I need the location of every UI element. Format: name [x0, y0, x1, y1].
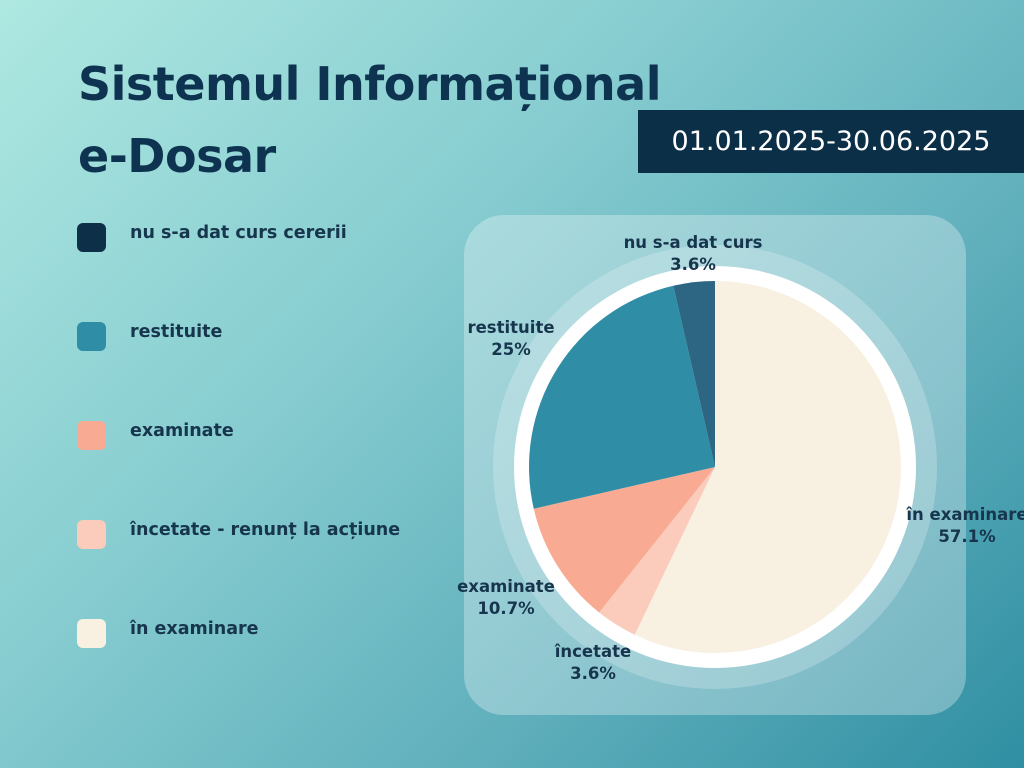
legend-label-incetate: încetate - renunț la acțiune	[130, 520, 401, 540]
legend-item-restituite: restituite	[77, 321, 222, 351]
pie-labels: în examinare 57.1% încetate 3.6% examinate 10…	[457, 233, 1024, 683]
slice-label-value: 3.6%	[570, 664, 616, 683]
legend-item-examinate: examinate	[77, 420, 234, 450]
title-line-2: e-Dosar	[78, 129, 276, 183]
legend-swatch-incetate	[77, 519, 106, 549]
legend-item-nu-s-a-dat-curs: nu s-a dat curs cererii	[77, 222, 347, 252]
legend-swatch-restituite	[77, 321, 106, 351]
title-line-1: Sistemul Informațional	[78, 57, 661, 111]
page-title: Sistemul Informațional e-Dosar	[78, 48, 661, 192]
legend-swatch-nu-s-a-dat-curs	[77, 222, 106, 252]
slice-label-incetate: încetate 3.6%	[554, 642, 631, 683]
slice-label-in-examinare: în examinare 57.1%	[905, 505, 1024, 546]
period-badge: 01.01.2025-30.06.2025	[638, 110, 1024, 173]
slice-label-name: examinate	[457, 577, 555, 596]
legend-label-nu-s-a-dat-curs: nu s-a dat curs cererii	[130, 223, 347, 243]
legend-label-restituite: restituite	[130, 322, 223, 342]
legend-item-incetate: încetate - renunț la acțiune	[77, 519, 400, 549]
slice-label-name: restituite	[467, 318, 554, 337]
pie-slice-examinate	[533, 467, 715, 613]
slice-label-value: 25%	[491, 340, 531, 359]
slice-label-name: încetate	[554, 642, 631, 661]
slice-label-restituite: restituite 25%	[467, 318, 554, 359]
legend-item-in-examinare: în examinare	[77, 618, 259, 648]
period-text: 01.01.2025-30.06.2025	[671, 126, 991, 157]
slice-label-name: în examinare	[905, 505, 1024, 524]
pie-slice-restituite	[529, 285, 715, 509]
pie-slices	[529, 281, 901, 653]
slice-label-name: nu s-a dat curs	[624, 233, 763, 252]
slice-label-value: 10.7%	[477, 599, 535, 618]
legend-label-examinate: examinate	[130, 421, 234, 441]
legend-swatch-examinate	[77, 420, 106, 450]
pie-slice-in-examinare	[634, 281, 901, 653]
slice-label-nu-s-a-dat-curs: nu s-a dat curs 3.6%	[624, 233, 763, 274]
slice-label-value: 3.6%	[670, 255, 716, 274]
legend-swatch-in-examinare	[77, 618, 106, 648]
pie-slice-incetate	[599, 467, 715, 635]
slice-label-value: 57.1%	[938, 527, 996, 546]
legend-label-in-examinare: în examinare	[130, 619, 259, 639]
slice-label-examinate: examinate 10.7%	[457, 577, 555, 618]
pie-slice-nu-s-a-dat-curs	[673, 281, 715, 467]
